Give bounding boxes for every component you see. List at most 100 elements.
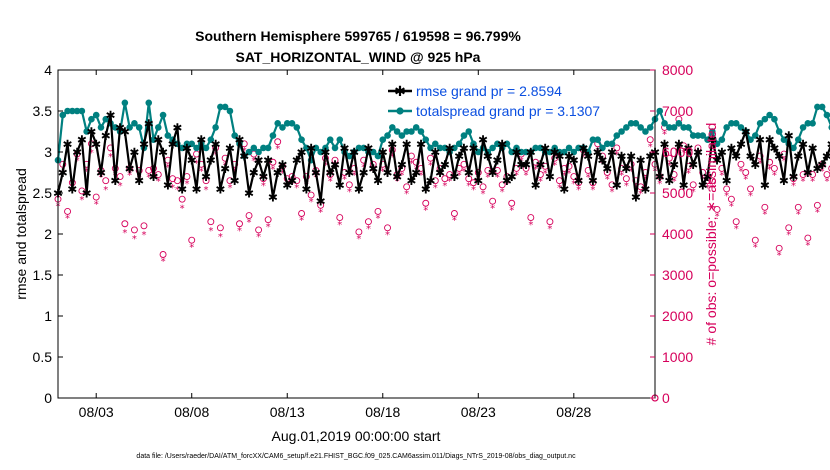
totalspread-point [355,144,363,152]
assimilated-obs-point: * [686,169,691,180]
possible-obs-point [608,181,616,189]
possible-obs-point [384,224,391,232]
assimilated-obs-point: * [715,212,720,223]
y-tick-label: 3 [44,144,52,160]
totalspread-point [508,148,516,156]
totalspread-point [775,128,783,135]
assimilated-obs-point: * [514,171,519,182]
rmse-point: ✱ [106,109,116,123]
totalspread-point [608,140,616,148]
possible-obs-point [799,171,807,179]
rmse-point: ✱ [693,146,703,160]
totalspread-point [642,128,649,135]
totalspread-point [718,136,726,143]
rmse-point: ✱ [320,146,330,160]
assimilated-obs-point: * [194,158,199,169]
possible-obs-point [775,244,783,252]
assimilated-obs-point: * [375,214,380,225]
totalspread-point [747,136,754,143]
assimilated-obs-point: * [318,207,323,218]
totalspread-point [637,124,644,131]
assimilated-obs-point: * [614,150,619,161]
rmse-point: ✱ [765,133,775,147]
assimilated-obs-point: * [175,185,180,196]
totalspread-point [752,132,759,139]
possible-obs-point [403,183,411,191]
assimilated-obs-point: * [328,177,333,188]
totalspread-point [766,111,773,119]
legend-rmse-label: rmse grand pr = 2.8594 [416,83,562,99]
rmse-point: ✱ [798,137,808,151]
totalspread-point [709,128,716,135]
totalspread-point [455,140,463,148]
totalspread-point [212,124,219,131]
totalspread-point [303,144,310,152]
totalspread-point [131,120,138,127]
totalspread-point [64,107,71,115]
totalspread-point [408,128,415,135]
totalspread-point [756,120,764,127]
assimilated-obs-point: * [337,220,342,231]
assimilated-obs-point: * [528,220,533,231]
rmse-point: ✱ [163,178,173,192]
assimilated-obs-point: * [748,191,753,202]
rmse-point: ✱ [325,166,335,180]
rmse-point: ✱ [211,137,221,151]
possible-obs-point [355,228,363,236]
totalspread-point [680,124,687,131]
rmse-point: ✱ [258,170,268,184]
totalspread-point [460,132,468,139]
rmse-point: ✱ [435,166,445,180]
totalspread-point [126,124,133,131]
totalspread-point [761,115,769,123]
totalspread-point [393,128,401,135]
possible-obs-point [116,173,124,181]
assimilated-obs-point: * [810,177,815,188]
possible-obs-point [412,158,420,166]
assimilated-obs-point: * [428,160,433,171]
possible-obs-point [508,199,516,207]
totalspread-point [264,144,272,152]
assimilated-obs-point: * [290,179,295,190]
rmse-point: ✱ [230,174,240,188]
possible-obs-point [770,164,778,172]
rmse-point: ✱ [392,170,402,184]
assimilated-obs-point: * [404,189,409,200]
rmse-point: ✱ [316,195,326,209]
totalspread-point [188,140,196,148]
assimilated-obs-point: * [567,169,572,180]
assimilated-obs-point: * [557,183,562,194]
possible-obs-point [102,177,110,185]
assimilated-obs-point: * [562,171,567,182]
chart-title: Southern Hemisphere 599765 / 619598 = 96… [195,28,521,44]
totalspread-point [704,136,711,143]
assimilated-obs-point: * [791,181,796,192]
legend-spread-marker [396,107,404,115]
rmse-point: ✱ [779,174,789,188]
assimilated-obs-point: * [390,152,395,163]
y2-tick-label: 2000 [662,308,693,324]
totalspread-point [699,132,707,139]
totalspread-point [97,124,105,131]
possible-obs-point [761,203,769,211]
assimilated-obs-point: * [218,232,223,243]
rmse-point: ✱ [569,154,579,168]
totalspread-point [517,148,525,156]
rmse-point: ✱ [679,178,689,192]
legend-rmse-marker: ✱ [394,84,406,100]
assimilated-obs-point: * [481,189,486,200]
rmse-point: ✱ [101,129,111,143]
assimilated-obs-point: * [280,169,285,180]
assimilated-obs-point: * [342,175,347,186]
rmse-point: ✱ [597,154,607,168]
totalspread-point [202,144,210,152]
rmse-point: ✱ [812,162,822,176]
totalspread-point [102,115,110,123]
rmse-point: ✱ [497,137,507,151]
rmse-point: ✱ [196,133,206,147]
rmse-point: ✱ [344,166,354,180]
totalspread-point [326,136,334,143]
assimilated-obs-point: * [619,171,624,182]
assimilated-obs-point: * [98,173,103,184]
assimilated-obs-point: * [452,216,457,227]
